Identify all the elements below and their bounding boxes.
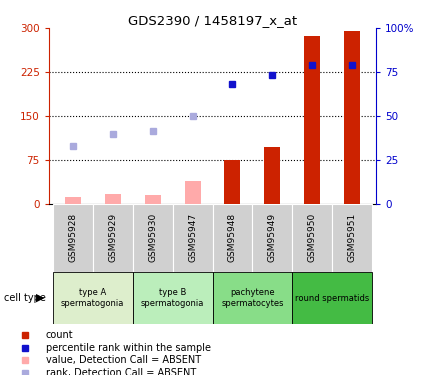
Text: GSM95930: GSM95930 [148, 213, 157, 262]
Bar [53, 204, 93, 272]
Text: GSM95929: GSM95929 [108, 213, 117, 262]
Text: value, Detection Call = ABSENT: value, Detection Call = ABSENT [46, 356, 201, 365]
Text: GSM95928: GSM95928 [68, 213, 77, 262]
Bar [93, 204, 133, 272]
Bar [224, 160, 241, 204]
Text: GSM95948: GSM95948 [228, 213, 237, 262]
Bar [252, 204, 292, 272]
Bar [144, 195, 161, 204]
Text: GSM95950: GSM95950 [308, 213, 317, 262]
Title: GDS2390 / 1458197_x_at: GDS2390 / 1458197_x_at [128, 14, 297, 27]
Text: type B
spermatogonia: type B spermatogonia [141, 288, 204, 308]
Bar [105, 194, 121, 204]
Bar [184, 181, 201, 204]
Bar [304, 36, 320, 204]
Bar [65, 197, 81, 204]
Text: rank, Detection Call = ABSENT: rank, Detection Call = ABSENT [46, 368, 196, 375]
Bar [292, 272, 372, 324]
Bar [344, 31, 360, 204]
Text: percentile rank within the sample: percentile rank within the sample [46, 343, 211, 353]
Bar [212, 272, 292, 324]
Bar [212, 204, 252, 272]
Text: GSM95949: GSM95949 [268, 213, 277, 262]
Bar [133, 272, 212, 324]
Text: count: count [46, 330, 74, 340]
Text: type A
spermatogonia: type A spermatogonia [61, 288, 125, 308]
Text: GSM95951: GSM95951 [348, 213, 357, 262]
Text: round spermatids: round spermatids [295, 294, 369, 303]
Bar [173, 204, 212, 272]
Text: ▶: ▶ [36, 293, 45, 303]
Bar [264, 147, 281, 204]
Bar [53, 272, 133, 324]
Text: pachytene
spermatocytes: pachytene spermatocytes [221, 288, 283, 308]
Bar [133, 204, 173, 272]
Bar [292, 204, 332, 272]
Text: GSM95947: GSM95947 [188, 213, 197, 262]
Bar [332, 204, 372, 272]
Text: cell type: cell type [4, 293, 46, 303]
